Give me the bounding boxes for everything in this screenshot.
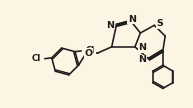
- Text: S: S: [157, 19, 163, 28]
- Text: N: N: [106, 21, 114, 30]
- Text: N: N: [139, 55, 146, 64]
- Text: N: N: [128, 15, 136, 24]
- Text: O: O: [84, 48, 92, 57]
- Text: Cl: Cl: [86, 46, 95, 55]
- Text: Cl: Cl: [32, 54, 41, 63]
- Text: N: N: [138, 43, 146, 52]
